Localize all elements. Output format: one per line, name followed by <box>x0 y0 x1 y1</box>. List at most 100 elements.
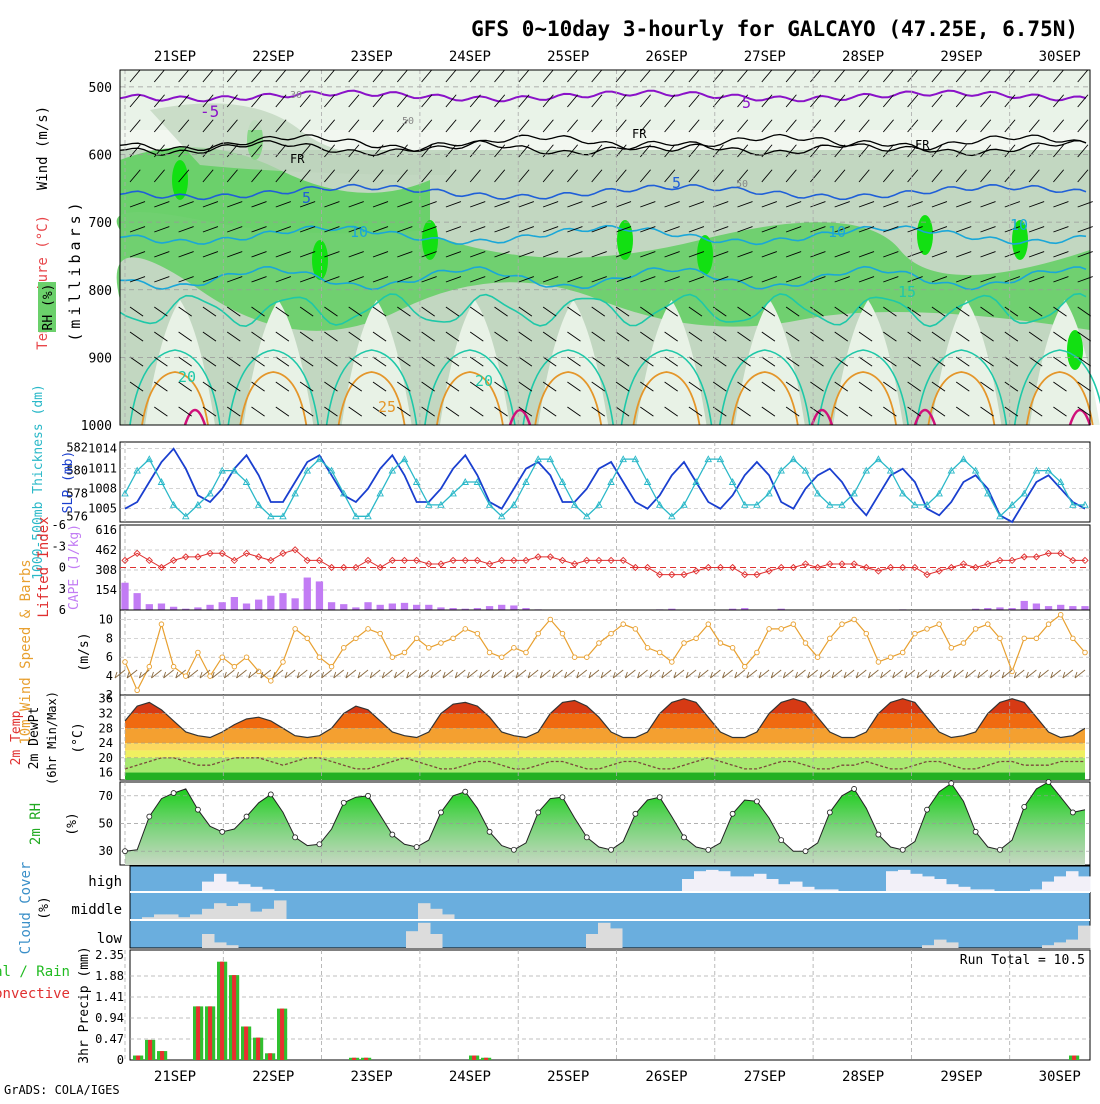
wind10-barb <box>260 669 272 679</box>
date-label-bottom: 25SEP <box>547 1069 589 1085</box>
wind10-barb <box>698 669 709 679</box>
wind-barb <box>421 406 435 417</box>
cloud-bar-high <box>694 871 707 892</box>
wind-barb <box>1028 306 1043 317</box>
wind-barb <box>202 169 214 183</box>
wind-barb <box>980 226 996 233</box>
wind10-barb-flag <box>782 671 786 679</box>
wind-barb <box>737 119 749 133</box>
wind-barb <box>421 331 435 342</box>
date-label-top: 21SEP <box>154 49 196 65</box>
cape-bar <box>996 607 1004 610</box>
wind-barb <box>202 94 214 108</box>
wind-barb <box>882 119 894 133</box>
wind-barb <box>955 331 970 342</box>
wind-barb <box>761 381 776 392</box>
precip-tick: 1.88 <box>95 969 124 983</box>
thickness-marker <box>631 455 640 463</box>
lifted-marker <box>1044 549 1053 557</box>
rh-dry-lobe <box>538 300 609 425</box>
wind-barb <box>518 226 534 233</box>
wind-barb <box>494 251 510 258</box>
wind10-barb-flag <box>661 671 665 679</box>
wind-barb <box>178 144 190 158</box>
wind10-barb-flag <box>685 671 689 679</box>
cape-bar <box>1081 606 1089 610</box>
wind-speed-marker <box>899 649 906 656</box>
wind10-barb-flag <box>795 671 798 679</box>
lifted-marker <box>971 563 980 572</box>
lifted-marker <box>595 556 603 565</box>
top-date-axis: 21SEP 22SEP 23SEP 24SEP 25SEP 26SEP 27SEP 28SEP… <box>154 49 1081 65</box>
wind-barb <box>834 69 846 83</box>
contour-25-lobe <box>1025 371 1094 426</box>
wind-barb <box>1028 144 1040 158</box>
wind10-barb-flag <box>1013 671 1017 679</box>
lifted-marker <box>753 570 761 579</box>
wind-barb <box>445 169 457 183</box>
cape-tick: 308 <box>95 563 117 577</box>
wind-barb <box>324 381 338 392</box>
date-label-top: 30SEP <box>1039 49 1081 65</box>
wind-barb <box>810 306 824 317</box>
rh-blob-bright <box>312 240 328 280</box>
wind-barb <box>858 226 875 233</box>
wind10-barb <box>625 669 636 679</box>
wind-barb <box>324 406 338 417</box>
wind-barb <box>445 69 457 83</box>
lifted-tick: 0 <box>59 561 66 575</box>
wind-barb <box>494 69 506 83</box>
wind-barb <box>251 119 263 133</box>
wind-barb <box>615 226 632 233</box>
contour-label-10-b: 10 <box>828 223 846 241</box>
thickness-marker <box>777 466 785 474</box>
cloud-bar-high <box>826 889 839 892</box>
wind-barb <box>883 406 897 417</box>
cape-bar <box>437 607 445 610</box>
wind-barb <box>1053 94 1065 108</box>
wind-barb <box>980 306 994 317</box>
wind-barb <box>858 306 873 317</box>
wind-barb <box>324 226 340 233</box>
thickness-marker <box>1056 478 1065 485</box>
wind10-barb-flag <box>248 671 252 679</box>
wind10-barb <box>807 669 818 679</box>
wind-barb <box>810 94 822 108</box>
wind-barb <box>785 331 800 342</box>
wind-barb <box>1028 69 1040 83</box>
wind-barb <box>810 119 822 133</box>
contour-25-lobe <box>829 371 897 426</box>
wind-barb <box>567 94 579 108</box>
rh2m-marker <box>778 837 785 843</box>
thickness-marker <box>826 500 834 508</box>
wind10-barb-flag <box>284 671 288 679</box>
wind-barb <box>810 356 824 367</box>
wind-barb <box>688 94 700 108</box>
wind-speed-marker <box>948 645 955 651</box>
wind-barb <box>178 94 190 108</box>
wind-speed-marker <box>596 640 602 646</box>
wind-barb <box>1053 69 1065 83</box>
wind-barb <box>299 251 316 258</box>
date-label-bottom: 29SEP <box>940 1069 982 1085</box>
wind-barb <box>567 406 581 417</box>
wind-barb <box>518 406 533 417</box>
cape-bar <box>1044 606 1053 610</box>
wind-barb <box>931 169 943 183</box>
wind-barb <box>931 226 948 233</box>
wind-barb <box>567 226 583 233</box>
wind-speed-marker <box>960 640 967 646</box>
wind-barb <box>202 306 217 317</box>
temp-tick: 28 <box>99 721 113 735</box>
wind-barb <box>251 406 265 417</box>
cloud-bar-middle <box>430 908 443 920</box>
wind10-barb <box>770 669 782 679</box>
cloud-bar-high <box>934 879 947 892</box>
wind-barb <box>275 144 287 158</box>
wind10-barb-flag <box>223 671 227 679</box>
precip-bar-convective <box>364 1057 369 1060</box>
wind-speed-marker <box>328 663 335 670</box>
cape-bar <box>206 604 214 610</box>
thickness-marker <box>303 466 312 474</box>
wind-barb <box>542 69 554 83</box>
